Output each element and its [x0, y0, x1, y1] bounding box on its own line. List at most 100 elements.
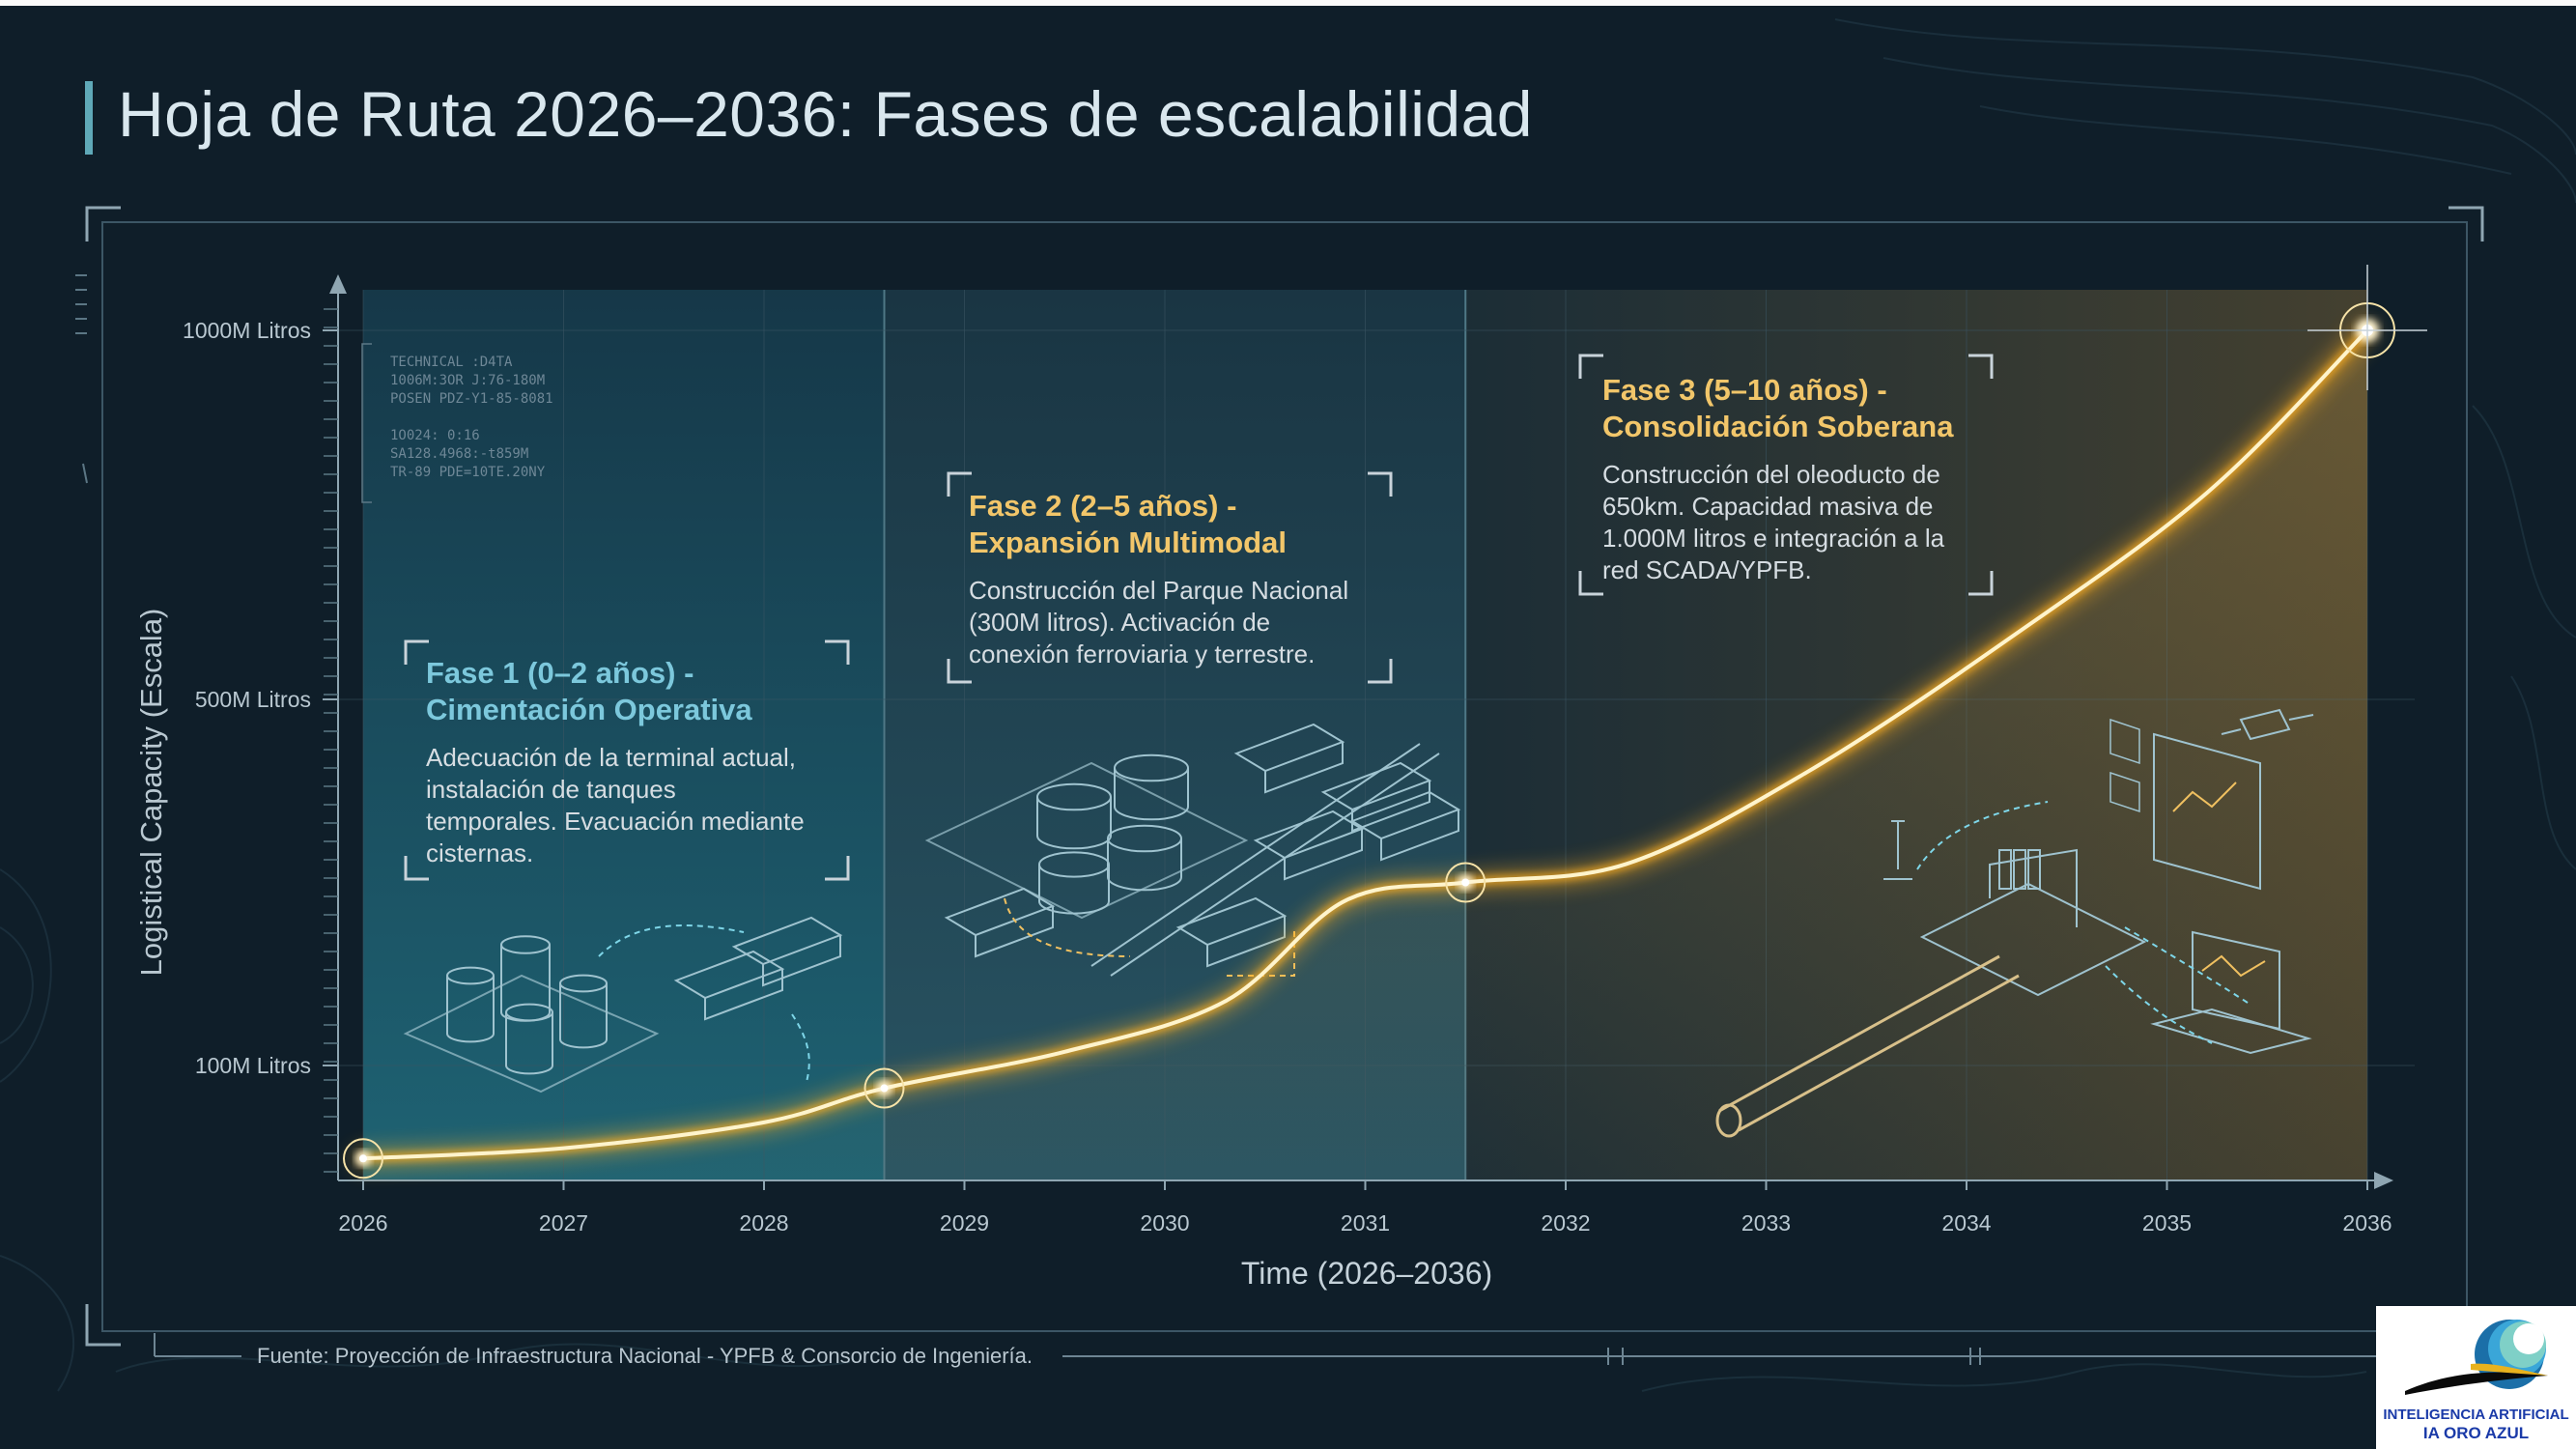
truck-icon — [944, 887, 1056, 958]
pipeline — [1718, 954, 2020, 1132]
phase-3-desc-line: 1.000M litros e integración a la — [1602, 524, 1945, 553]
logo-mark-icon — [2405, 1320, 2548, 1395]
tanker-truck-icon — [731, 916, 843, 987]
panel-icon — [2109, 718, 2140, 813]
x-tick-label: 2032 — [1541, 1210, 1590, 1236]
frame-corner-tl — [85, 206, 121, 242]
laptop-chart — [2201, 954, 2266, 978]
phase-band-1 — [363, 290, 885, 1180]
phase-3-description: Construcción del oleoducto de 650km. Cap… — [1602, 459, 2018, 586]
flow-arrows — [598, 923, 810, 1083]
x-tick-label: 2031 — [1341, 1210, 1390, 1236]
refinery-building — [1989, 848, 2078, 927]
chimney-icon — [2013, 849, 2026, 890]
phase-1-desc-line: temporales. Evacuación mediante — [426, 807, 805, 836]
phase-2-title: Fase 2 (2–5 años) - Expansión Multimodal — [969, 488, 1384, 561]
phase-1-title: Fase 1 (0–2 años) - Cimentación Operativ… — [426, 655, 841, 728]
x-axis-arrow-icon — [2374, 1172, 2393, 1189]
y-tick-label: 500M Litros — [195, 687, 311, 712]
frame-corner-bl — [85, 1304, 121, 1347]
phase-3-card: Fase 3 (5–10 años) - Consolidación Sober… — [1602, 372, 2018, 586]
milestone-ring — [343, 1138, 383, 1179]
frame-corner-tr — [2449, 206, 2484, 242]
phase-2-bracket — [947, 471, 1393, 684]
phase-3-bracket — [1578, 354, 1994, 596]
page-title: Hoja de Ruta 2026–2036: Fases de escalab… — [118, 78, 1534, 150]
series-line — [361, 328, 2369, 1161]
x-tick-label: 2028 — [739, 1210, 788, 1236]
tech-bracket — [361, 343, 372, 503]
x-tick-label: 2034 — [1941, 1210, 1991, 1236]
phase-1-desc-line: instalación de tanques — [426, 775, 676, 804]
phase-3-title-line2: Consolidación Soberana — [1602, 410, 1954, 443]
phase-2-desc-line: (300M litros). Activación de — [969, 608, 1271, 637]
refinery-base — [1919, 882, 2147, 997]
platform-outline — [403, 974, 660, 1094]
monitor-chart — [2172, 781, 2237, 812]
tank-icon — [559, 983, 608, 1049]
source-rule-ticks — [1607, 1348, 1981, 1365]
y-tick-label: 100M Litros — [195, 1053, 311, 1078]
source-note: Fuente: Proyección de Infraestructura Na… — [257, 1344, 1033, 1368]
milestone-ring — [1445, 862, 1486, 903]
chimney-icon — [2027, 849, 2041, 890]
top-border — [0, 0, 2576, 6]
data-links — [1916, 801, 2251, 1044]
truck-icon — [1349, 790, 1461, 862]
phase-1-description: Adecuación de la terminal actual, instal… — [426, 742, 841, 869]
y-axis-title: Logistical Capacity (Escala) — [134, 608, 168, 977]
x-tick-label: 2027 — [539, 1210, 588, 1236]
phase-2-title-line2: Expansión Multimodal — [969, 526, 1287, 559]
satellite-icon — [2221, 708, 2314, 741]
x-tick-label: 2026 — [338, 1210, 387, 1236]
phase-2-desc-line: Construcción del Parque Nacional — [969, 576, 1349, 605]
truck-icon — [1233, 723, 1345, 794]
phase-1-title-line2: Cimentación Operativa — [426, 693, 752, 726]
tank-icon — [446, 976, 495, 1043]
laptop-icon — [2150, 930, 2312, 1055]
phase-2-card: Fase 2 (2–5 años) - Expansión Multimodal… — [969, 488, 1384, 670]
pipeline-end — [1715, 1103, 1742, 1138]
phase-1-desc-line: cisternas. — [426, 838, 534, 867]
logo: INTELIGENCIA ARTIFICIAL IA ORO AZUL — [2376, 1306, 2576, 1449]
monitor-icon — [2153, 732, 2261, 891]
phase-2-description: Construcción del Parque Nacional (300M l… — [969, 575, 1384, 670]
x-tick-label: 2035 — [2142, 1210, 2192, 1236]
x-tick-label: 2029 — [940, 1210, 989, 1236]
series-area — [363, 330, 2367, 1180]
milestone-core — [359, 1154, 367, 1163]
milestone-core — [880, 1084, 889, 1093]
frame-left-ticks — [75, 274, 88, 484]
phase-3-desc-line: Construcción del oleoducto de — [1602, 460, 1940, 489]
truck-icon — [1175, 896, 1288, 968]
x-tick-label: 2030 — [1140, 1210, 1189, 1236]
milestone-ring — [863, 1067, 905, 1109]
chimney-icon — [1998, 849, 2012, 890]
technical-data-readout: TECHNICAL :D4TA 1006M:3OR J:76-180M POSE… — [390, 355, 553, 480]
phase-3-title-line1: Fase 3 (5–10 años) - — [1602, 373, 1887, 407]
x-tick-label: 2036 — [2342, 1210, 2392, 1236]
logo-text-line2: IA ORO AZUL — [2422, 1424, 2530, 1442]
logo-text-line1: INTELIGENCIA ARTIFICIAL — [2383, 1406, 2569, 1423]
phase-2-desc-line: conexión ferroviaria y terrestre. — [969, 639, 1316, 668]
phase-1-card: Fase 1 (0–2 años) - Cimentación Operativ… — [426, 655, 841, 869]
train-car-icon — [1253, 810, 1365, 881]
phase-1-bracket — [404, 639, 850, 881]
phase-3-desc-line: red SCADA/YPFB. — [1602, 555, 1812, 584]
phase-1-title-line1: Fase 1 (0–2 años) - — [426, 656, 694, 690]
phase-3-title: Fase 3 (5–10 años) - Consolidación Sober… — [1602, 372, 2018, 445]
title-accent-bar — [85, 81, 93, 155]
x-axis-title: Time (2026–2036) — [1240, 1256, 1493, 1291]
y-axis-arrow-icon — [329, 274, 347, 294]
tank-icon — [1107, 838, 1182, 892]
tank-icon — [505, 1012, 553, 1075]
rail-track — [1090, 743, 1440, 977]
x-tick-label: 2033 — [1741, 1210, 1791, 1236]
tanker-truck-icon — [673, 950, 785, 1021]
phase-2-title-line1: Fase 2 (2–5 años) - — [969, 489, 1237, 523]
phase-3-desc-line: 650km. Capacidad masiva de — [1602, 492, 1934, 521]
phase-1-desc-line: Adecuación de la terminal actual, — [426, 743, 797, 772]
milestone-core — [1461, 878, 1470, 887]
